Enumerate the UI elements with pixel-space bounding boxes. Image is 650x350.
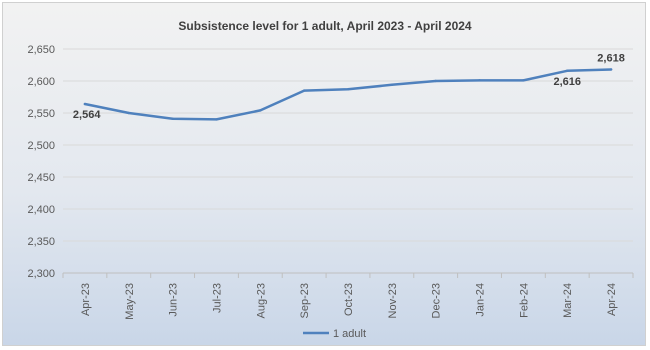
x-tick-label: Jan-24: [475, 283, 487, 317]
data-point: [215, 118, 218, 121]
y-tick-label: 2,550: [27, 108, 55, 120]
line-chart: Subsistence level for 1 adult, April 202…: [27, 19, 634, 340]
y-tick-label: 2,300: [27, 268, 55, 280]
data-point: [83, 102, 87, 106]
x-tick-label: Nov-23: [387, 283, 399, 318]
y-tick-label: 2,500: [27, 140, 55, 152]
x-tick-label: Apr-24: [606, 283, 618, 316]
x-tick-label: May-23: [124, 283, 136, 320]
data-labels: 2,564 2,616 2,618: [73, 52, 625, 121]
data-point: [478, 79, 481, 82]
data-point: [302, 89, 306, 92]
chart-title: Subsistence level for 1 adult, April 202…: [178, 19, 472, 33]
data-label: 2,564: [73, 109, 101, 121]
x-tick-label: Aug-23: [255, 283, 267, 318]
x-tick-label: Oct-23: [343, 283, 355, 316]
x-tick-label: Mar-24: [562, 283, 574, 318]
y-tick-label: 2,600: [27, 76, 55, 88]
data-label: 2,616: [553, 76, 581, 88]
data-point: [171, 117, 174, 120]
legend-label: 1 adult: [333, 328, 366, 340]
y-axis: 2,300 2,350 2,400 2,450 2,500 2,550 2,600 2,650: [27, 44, 55, 280]
data-point: [259, 109, 262, 112]
y-tick-label: 2,400: [27, 204, 55, 216]
gridlines: [63, 48, 633, 274]
x-tick-label: Apr-23: [80, 283, 92, 316]
y-tick-label: 2,450: [27, 172, 55, 184]
data-point: [346, 88, 350, 91]
series-line: [83, 68, 613, 121]
x-axis: Apr-23 May-23 Jun-23 Jul-23 Aug-23 Sep-23 Oct-…: [62, 272, 634, 320]
legend: 1 adult: [303, 328, 366, 340]
data-point: [390, 83, 394, 87]
chart-area: Subsistence level for 1 adult, April 202…: [2, 2, 646, 346]
data-point: [434, 79, 437, 83]
x-tick-label: Feb-24: [518, 283, 530, 318]
x-tick-label: Jul-23: [211, 283, 223, 313]
y-tick-label: 2,350: [27, 236, 55, 248]
series-group: [83, 68, 613, 121]
data-point: [609, 68, 613, 71]
x-tick-label: Jun-23: [168, 283, 180, 317]
data-point: [127, 111, 130, 115]
data-point: [522, 79, 525, 82]
x-tick-label: Dec-23: [431, 283, 443, 318]
y-tick-label: 2,650: [27, 44, 55, 56]
data-point: [566, 69, 569, 72]
x-tick-label: Sep-23: [299, 283, 311, 318]
data-label: 2,618: [597, 52, 625, 64]
